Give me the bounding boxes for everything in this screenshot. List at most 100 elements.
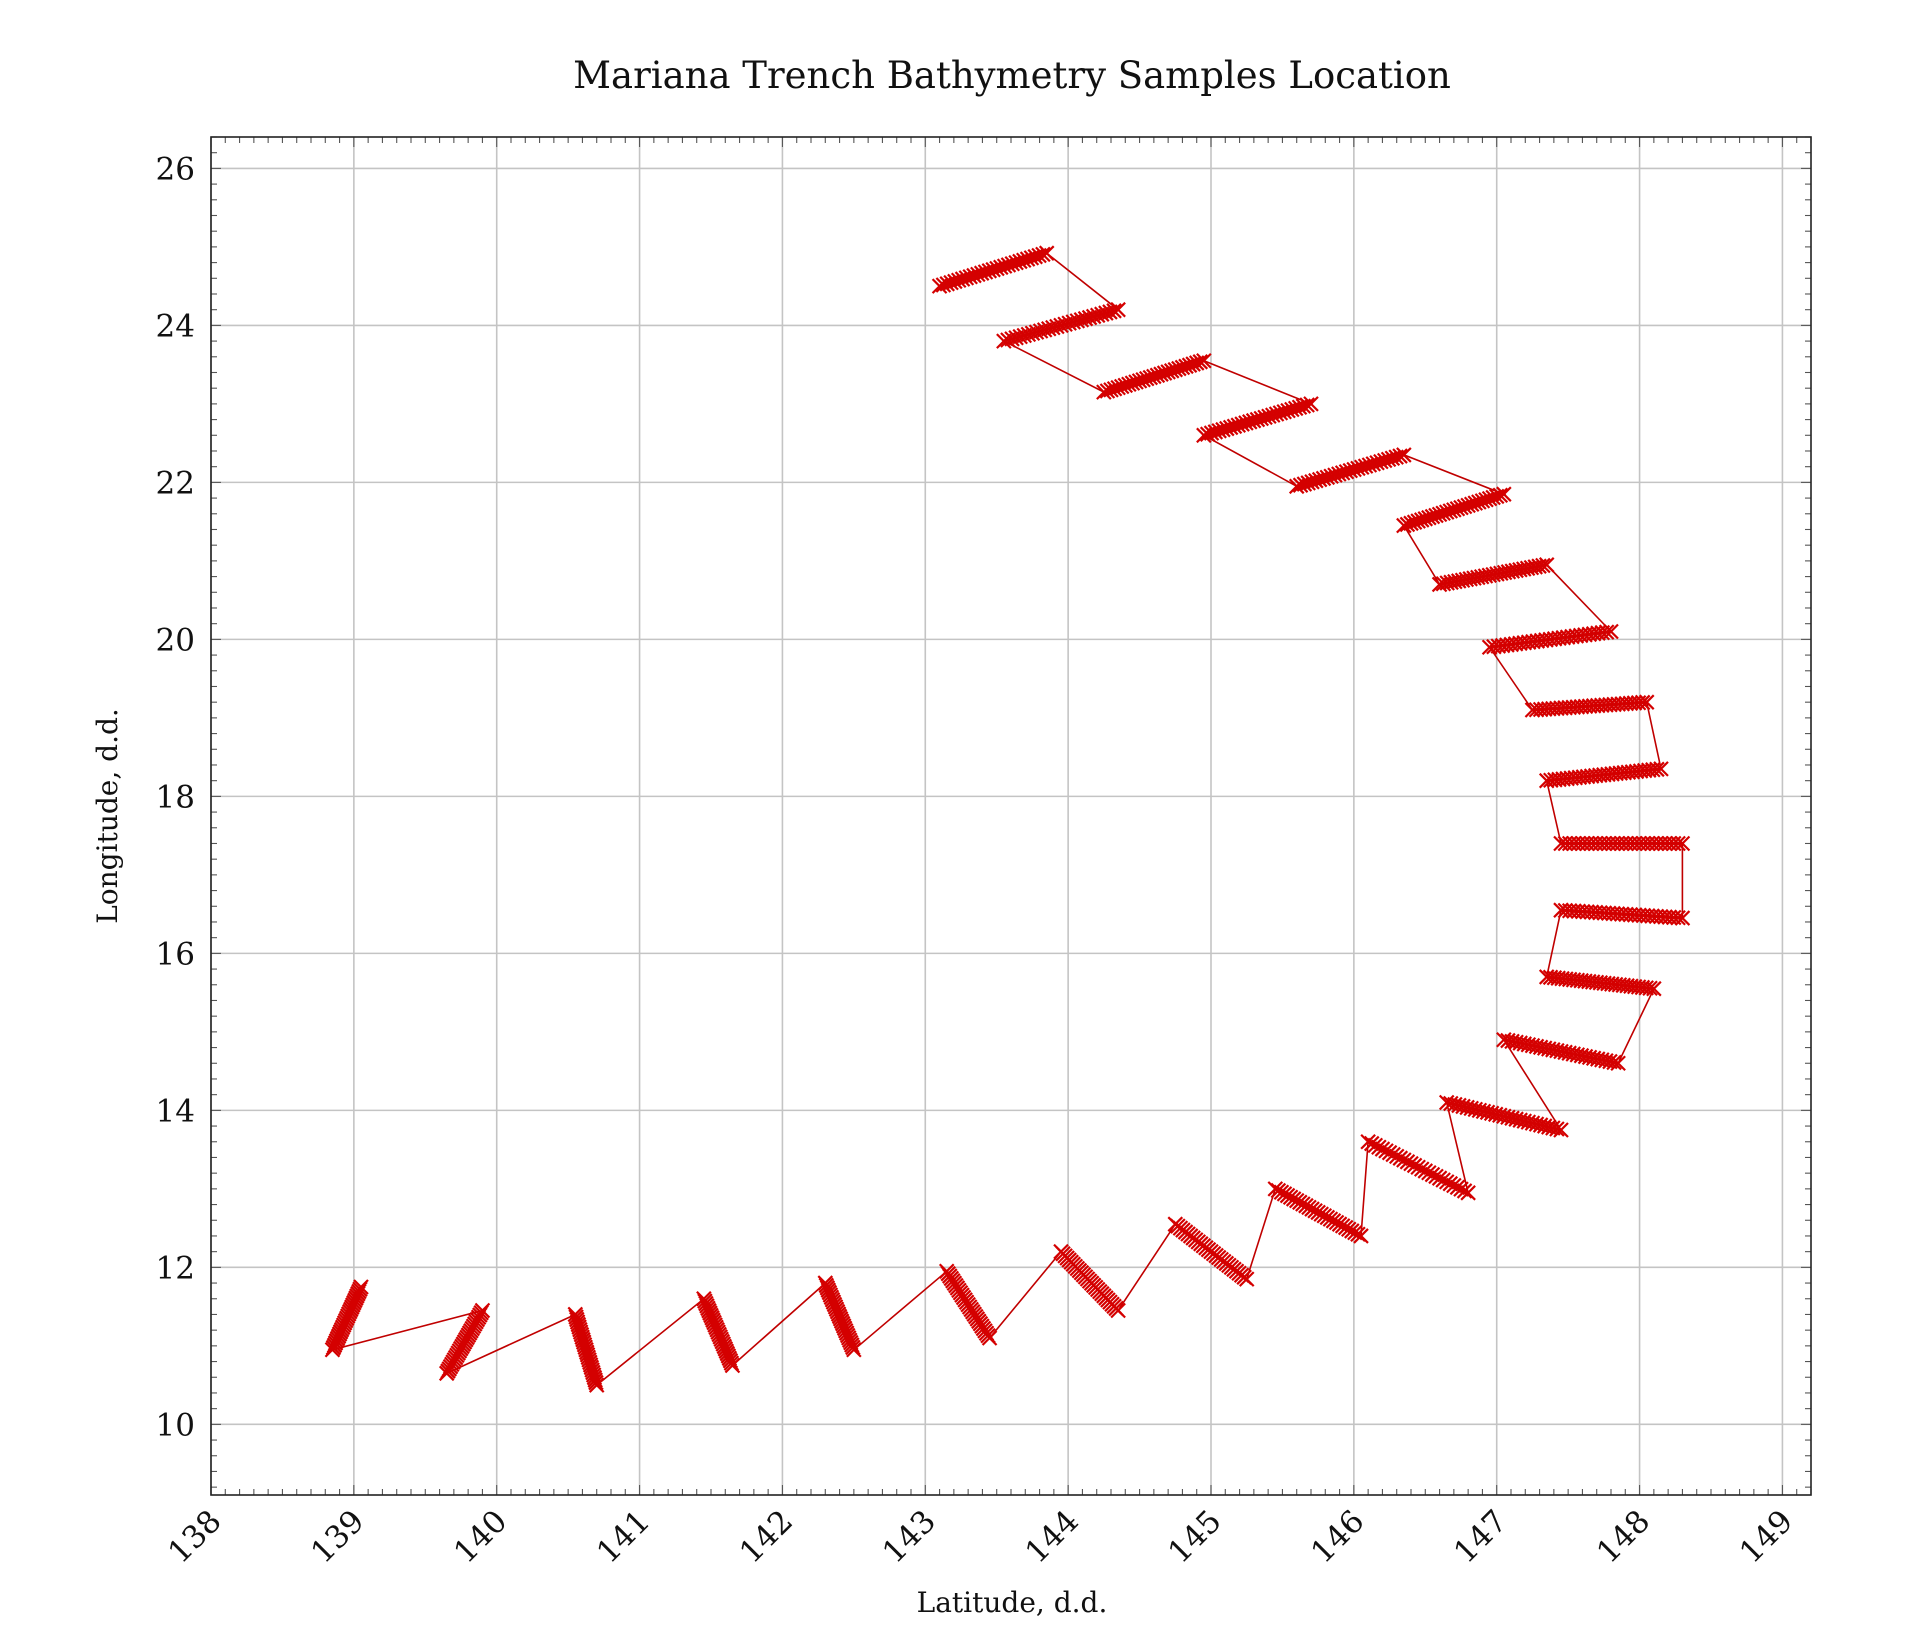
marker-stroke	[1483, 1105, 1500, 1122]
marker-stroke	[1167, 1216, 1184, 1232]
data-point	[696, 1290, 712, 1307]
marker-stroke	[474, 1302, 491, 1319]
marker-stroke	[938, 1263, 955, 1280]
marker-stroke	[1192, 354, 1209, 370]
marker-stroke	[1000, 332, 1016, 348]
marker-stroke	[1504, 1033, 1520, 1050]
y-tick-label: 14	[156, 1093, 195, 1129]
marker-stroke	[575, 1334, 592, 1350]
grid	[210, 137, 1811, 1495]
y-tick-label: 20	[156, 622, 195, 658]
marker-stroke	[1403, 1155, 1419, 1172]
marker-stroke	[1367, 1137, 1384, 1154]
marker-stroke	[1428, 1168, 1444, 1185]
data-point	[1363, 1135, 1380, 1152]
data-point	[567, 1306, 584, 1323]
x-tick-label: 143	[876, 1503, 943, 1570]
marker-stroke	[1545, 1042, 1561, 1058]
y-axis-label: Longitude, d.d.	[91, 708, 124, 924]
marker-stroke	[1638, 694, 1655, 710]
marker-stroke	[1540, 1119, 1557, 1135]
marker-stroke	[569, 1314, 586, 1330]
marker-stroke	[1598, 1052, 1614, 1069]
marker-stroke	[1487, 1106, 1504, 1123]
y-tick-label: 18	[156, 779, 195, 815]
marker-stroke	[1540, 1041, 1557, 1057]
marker-stroke	[1396, 447, 1412, 463]
data-point	[1196, 352, 1212, 369]
marker-stroke	[1500, 1109, 1516, 1126]
marker-stroke	[574, 1329, 590, 1345]
data-point	[474, 1302, 491, 1319]
marker-stroke	[1532, 1117, 1549, 1133]
marker-stroke	[1524, 1115, 1541, 1131]
marker-stroke	[996, 333, 1012, 349]
x-tick-label: 146	[1304, 1503, 1371, 1570]
x-tick-label: 149	[1733, 1503, 1800, 1570]
marker-stroke	[570, 1316, 587, 1333]
data-point	[1674, 835, 1691, 852]
marker-stroke	[1553, 902, 1569, 918]
data-point	[1496, 1031, 1512, 1048]
marker-stroke	[586, 1369, 603, 1386]
data-point	[1196, 427, 1212, 444]
data-point	[1438, 1094, 1455, 1111]
data-point	[1167, 1216, 1184, 1232]
marker-stroke	[573, 1326, 590, 1343]
marker-stroke	[1455, 1098, 1471, 1115]
data-point	[569, 1311, 585, 1328]
marker-stroke	[1199, 426, 1216, 442]
marker-stroke	[584, 1362, 600, 1378]
marker-stroke	[1561, 1045, 1577, 1061]
marker-stroke	[1496, 1031, 1512, 1048]
marker-stroke	[1392, 1150, 1409, 1166]
marker-stroke	[1413, 1161, 1430, 1177]
marker-stroke	[1406, 1157, 1423, 1174]
marker-stroke	[1447, 1096, 1463, 1113]
data-point	[1538, 772, 1555, 789]
marker-stroke	[1536, 1040, 1553, 1056]
marker-stroke	[1545, 1120, 1561, 1136]
marker-stroke	[1381, 1144, 1398, 1161]
x-tick-label: 145	[1161, 1503, 1228, 1570]
marker-stroke	[1399, 1154, 1416, 1170]
marker-stroke	[1459, 1099, 1475, 1116]
marker-stroke	[1638, 980, 1654, 996]
marker-stroke	[1536, 1118, 1553, 1134]
data-point	[1642, 980, 1658, 997]
marker-stroke	[1451, 1097, 1467, 1114]
marker-stroke	[1378, 1143, 1394, 1159]
marker-stroke	[1388, 1148, 1405, 1165]
marker-stroke	[1449, 1179, 1466, 1196]
marker-stroke	[1520, 1114, 1537, 1130]
marker-stroke	[1646, 980, 1662, 997]
marker-stroke	[577, 1339, 594, 1356]
marker-stroke	[353, 1279, 369, 1295]
marker-stroke	[1463, 1100, 1479, 1117]
marker-stroke	[1504, 1110, 1520, 1126]
marker-stroke	[583, 1359, 600, 1376]
data-point	[1538, 557, 1555, 573]
marker-stroke	[1532, 1039, 1549, 1056]
series-path	[331, 252, 1684, 1387]
y-tick-label: 26	[156, 151, 195, 187]
marker-stroke	[1417, 1163, 1434, 1179]
marker-stroke	[1642, 980, 1658, 997]
marker-stroke	[581, 1352, 597, 1368]
data-point	[996, 333, 1012, 349]
marker-stroke	[1512, 1035, 1528, 1051]
marker-stroke	[1557, 902, 1574, 919]
x-tick-label: 148	[1590, 1503, 1657, 1570]
marker-stroke	[1602, 1053, 1618, 1070]
x-tick-label: 141	[590, 1503, 657, 1570]
marker-stroke	[1467, 1101, 1484, 1118]
marker-stroke	[1443, 1095, 1459, 1112]
marker-stroke	[1471, 1102, 1488, 1119]
data-point	[1035, 246, 1051, 263]
marker-stroke	[1438, 1174, 1455, 1190]
x-tick-label: 140	[447, 1503, 514, 1570]
marker-stroke	[1549, 1121, 1565, 1137]
marker-stroke	[1594, 1052, 1610, 1068]
data-point	[1543, 772, 1559, 789]
